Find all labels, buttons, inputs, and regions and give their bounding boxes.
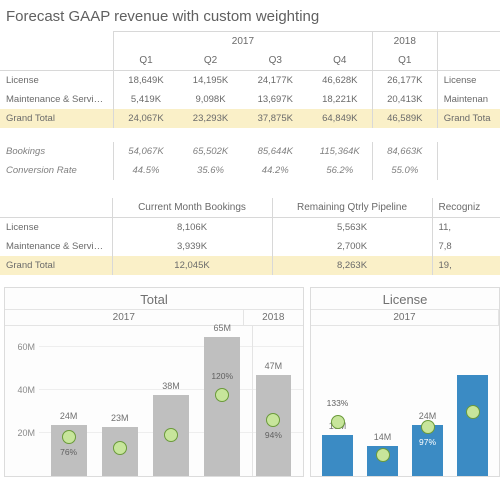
dot-label: 97% bbox=[419, 437, 436, 447]
chart-license: License2017 19M 133% 14M 24M 97% bbox=[310, 287, 500, 477]
bar-slot: 23M bbox=[94, 326, 145, 476]
q-hdr: Q4 bbox=[308, 51, 373, 71]
table-row: Conversion Rate44.5%35.6%44.2%56.2%55.0% bbox=[0, 161, 500, 180]
col-hdr: Remaining Qtrly Pipeline bbox=[272, 198, 432, 218]
table-row: Maintenance & Services3,939K2,700K7,8 bbox=[0, 237, 500, 256]
dot-marker bbox=[62, 430, 76, 444]
revenue-table: 2017 2018 Q1 Q2 Q3 Q4 Q1 License18,649K1… bbox=[0, 31, 500, 180]
bar: 65M bbox=[204, 337, 240, 476]
table-row: Bookings54,067K65,502K85,644K115,364K84,… bbox=[0, 142, 500, 161]
bar-label: 65M bbox=[213, 323, 231, 333]
dot-label: 76% bbox=[60, 447, 77, 457]
year-2018: 2018 bbox=[372, 32, 437, 52]
bar-slot: 19M 133% bbox=[315, 326, 360, 476]
chart-year: 2018 bbox=[244, 310, 303, 325]
page-title: Forecast GAAP revenue with custom weight… bbox=[0, 0, 500, 31]
chart-year: 2017 bbox=[5, 310, 244, 325]
dot-marker bbox=[376, 448, 390, 462]
bar-slot bbox=[450, 326, 495, 476]
table-row: Grand Total12,045K8,263K19, bbox=[0, 256, 500, 275]
col-hdr: Recogniz bbox=[432, 198, 500, 218]
dot-marker bbox=[113, 441, 127, 455]
dot-label: 94% bbox=[265, 430, 282, 440]
bar-label: 14M bbox=[374, 432, 392, 442]
q-hdr: Q3 bbox=[243, 51, 308, 71]
bar-label: 23M bbox=[111, 413, 129, 423]
table-row: License8,106K5,563K11, bbox=[0, 218, 500, 238]
y-tick: 60M bbox=[17, 342, 35, 352]
bar-slot: 14M bbox=[360, 326, 405, 476]
dot-marker bbox=[266, 413, 280, 427]
q-hdr: Q1 bbox=[372, 51, 437, 71]
bar-label: 47M bbox=[265, 361, 283, 371]
dot-marker bbox=[421, 420, 435, 434]
dot-marker bbox=[331, 415, 345, 429]
dot-label: 120% bbox=[211, 371, 233, 381]
dot-marker bbox=[466, 405, 480, 419]
y-axis: 20M 40M 60M bbox=[5, 326, 39, 476]
charts-row: Total2017201820M40M60M 24M 76% 23M 38M bbox=[0, 283, 500, 477]
bar-slot: 24M 97% bbox=[405, 326, 450, 476]
q-hdr: Q1 bbox=[113, 51, 178, 71]
y-tick: 20M bbox=[17, 428, 35, 438]
table-row: Maintenance & Services5,419K9,098K13,697… bbox=[0, 90, 500, 109]
bar-label: 24M bbox=[60, 411, 78, 421]
bar: 19M bbox=[322, 435, 354, 476]
chart-year: 2017 bbox=[311, 310, 499, 325]
bar-slot: 65M 120% bbox=[197, 326, 248, 476]
bar bbox=[457, 375, 489, 476]
bar-slot: 24M 76% bbox=[43, 326, 94, 476]
table-row: License18,649K14,195K24,177K46,628K26,17… bbox=[0, 71, 500, 91]
col-hdr: Current Month Bookings bbox=[112, 198, 272, 218]
q-hdr: Q2 bbox=[178, 51, 243, 71]
chart-title: Total bbox=[5, 288, 303, 310]
dot-marker bbox=[215, 388, 229, 402]
pipeline-table: Current Month Bookings Remaining Qtrly P… bbox=[0, 198, 500, 275]
chart-total: Total20172018 20M 40M 60M 24M 76% 23M 38M bbox=[4, 287, 304, 477]
table-row: Grand Total24,067K23,293K37,875K64,849K4… bbox=[0, 109, 500, 128]
y-tick: 40M bbox=[17, 385, 35, 395]
bar-slot: 38M bbox=[145, 326, 196, 476]
bar-label: 38M bbox=[162, 381, 180, 391]
year-2017: 2017 bbox=[113, 32, 372, 52]
chart-title: License bbox=[311, 288, 499, 310]
dot-label: 133% bbox=[327, 398, 349, 408]
dot-marker bbox=[164, 428, 178, 442]
bar-slot: 47M 94% bbox=[248, 326, 299, 476]
